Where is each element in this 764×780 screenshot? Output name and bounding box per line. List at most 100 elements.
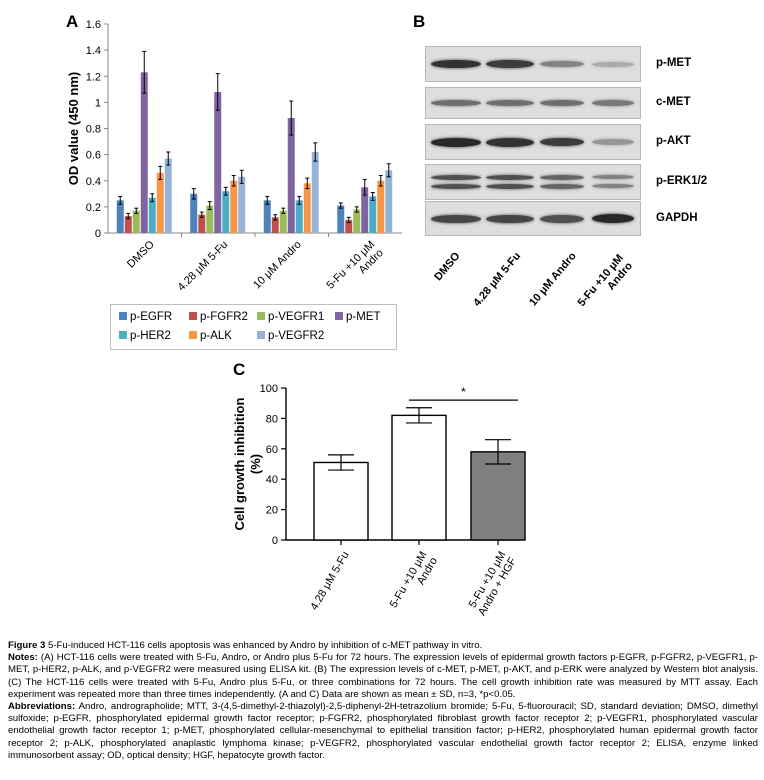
legend-item-p-fgfr2: p-FGFR2 bbox=[189, 310, 248, 324]
y-tick-label: 60 bbox=[266, 444, 278, 456]
bar-p-met bbox=[361, 187, 369, 233]
bar-p-met bbox=[140, 72, 148, 233]
legend-swatch bbox=[119, 312, 127, 320]
bar-p-vegfr2 bbox=[238, 176, 246, 233]
figure-caption: Figure 3 5-Fu-induced HCT-116 cells apop… bbox=[8, 640, 758, 762]
legend-swatch bbox=[119, 331, 127, 339]
bar-p-fgfr2 bbox=[124, 216, 132, 233]
legend-item-p-her2: p-HER2 bbox=[119, 329, 171, 343]
significance-asterisk: * bbox=[461, 385, 466, 399]
blot-band bbox=[431, 60, 481, 68]
y-tick-label: 0 bbox=[272, 535, 278, 547]
blot-band bbox=[592, 100, 634, 106]
y-tick-label: 0.8 bbox=[86, 124, 101, 136]
blot-band bbox=[431, 183, 481, 189]
blot-lane-label-line: 4.28 μM 5-Fu bbox=[471, 250, 524, 309]
blot-band bbox=[540, 100, 584, 106]
bar-p-her2 bbox=[148, 197, 156, 233]
blot-lane-label-line: 10 μM Andro bbox=[526, 250, 579, 309]
panel-c-letter: C bbox=[233, 360, 246, 379]
bar-p-egfr bbox=[116, 200, 124, 233]
panel-a-legend: p-EGFR p-FGFR2 p-VEGFR1 p-MET p-HER2 p-ALK p-V… bbox=[110, 304, 397, 350]
bar bbox=[313, 461, 369, 541]
blot-row-label: c-MET bbox=[656, 96, 691, 108]
legend-swatch bbox=[189, 331, 197, 339]
blot-row-label: p-AKT bbox=[656, 135, 691, 147]
y-tick-label: 80 bbox=[266, 413, 278, 425]
y-tick-label: 1.6 bbox=[86, 19, 101, 31]
legend-item-p-egfr: p-EGFR bbox=[119, 310, 172, 324]
abbreviations-label: Abbreviations: bbox=[8, 701, 76, 713]
blot-band bbox=[431, 100, 481, 106]
blot-lane-label: 10 μM Andro bbox=[527, 250, 579, 308]
x-category-label: 4.28 μM 5-Fu bbox=[308, 550, 351, 613]
bar-p-egfr bbox=[263, 200, 271, 233]
x-category-label: 10 μM Andro bbox=[251, 239, 304, 292]
blot-band bbox=[486, 60, 534, 68]
y-tick-label: 1.2 bbox=[86, 71, 101, 83]
bar-p-vegfr2 bbox=[385, 170, 393, 233]
legend-item-p-vegfr1: p-VEGFR1 bbox=[257, 310, 324, 324]
caption-notes-paragraph: Notes: (A) HCT-116 cells were treated wi… bbox=[8, 652, 758, 701]
figure-label: Figure 3 bbox=[8, 640, 46, 651]
blot-band bbox=[486, 137, 534, 147]
blot-row-label: p-ERK1/2 bbox=[656, 175, 708, 187]
blot-lane-label: 5-Fu +10 μM Andro bbox=[576, 252, 635, 316]
bar-p-vegfr2 bbox=[164, 158, 172, 233]
bar-p-vegfr1 bbox=[279, 210, 287, 233]
blot-lane-label: DMSO bbox=[432, 250, 462, 283]
y-tick-label: 0.4 bbox=[86, 176, 101, 188]
bar-p-vegfr2 bbox=[311, 152, 319, 233]
notes-text: (A) HCT-116 cells were treated with 5-Fu… bbox=[8, 652, 758, 700]
bar-p-vegfr1 bbox=[353, 209, 361, 233]
blot-band bbox=[592, 61, 634, 67]
bar-p-her2 bbox=[295, 200, 303, 233]
blot-band bbox=[540, 174, 584, 180]
y-tick-label: 40 bbox=[266, 474, 278, 486]
notes-label: Notes: bbox=[8, 652, 38, 664]
blot-lane-label-line: DMSO bbox=[432, 250, 463, 284]
x-category-label: DMSO bbox=[125, 238, 157, 270]
legend-item-p-alk: p-ALK bbox=[189, 329, 232, 343]
y-tick-label: 0.2 bbox=[86, 202, 101, 214]
blot-lane-label: 4.28 μM 5-Fu bbox=[472, 250, 524, 309]
x-category-label: 5-Fu +10 μMAndro bbox=[388, 550, 440, 616]
x-category-label: 5-Fu +10 μMAndro bbox=[324, 239, 385, 300]
bar-p-alk bbox=[377, 180, 385, 233]
y-tick-label: 1 bbox=[95, 97, 101, 109]
blot-band bbox=[540, 61, 584, 67]
bar-p-vegfr1 bbox=[132, 210, 140, 233]
legend-label: p-FGFR2 bbox=[200, 311, 248, 323]
bar-p-met bbox=[214, 91, 222, 233]
bar-p-vegfr1 bbox=[206, 205, 214, 233]
blot-band bbox=[592, 139, 634, 145]
legend-label: p-EGFR bbox=[130, 311, 173, 323]
y-axis-label: OD value (450 nm) bbox=[66, 72, 81, 185]
blot-band bbox=[486, 174, 534, 180]
blot-band bbox=[431, 214, 481, 223]
blot-row-label: GAPDH bbox=[656, 211, 698, 224]
blot-row-label: p-MET bbox=[656, 57, 692, 69]
bar bbox=[470, 451, 526, 541]
bar-p-fgfr2 bbox=[198, 214, 206, 233]
legend-label: p-MET bbox=[346, 311, 381, 323]
blot-band bbox=[592, 184, 634, 188]
bar-p-alk bbox=[156, 172, 164, 233]
bar-p-fgfr2 bbox=[271, 217, 279, 233]
bar-p-alk bbox=[230, 180, 238, 233]
bar-p-egfr bbox=[190, 193, 198, 233]
legend-swatch bbox=[257, 331, 265, 339]
y-tick-label: 100 bbox=[260, 383, 278, 395]
blot-band bbox=[486, 214, 534, 223]
y-tick-label: 1.4 bbox=[86, 45, 101, 57]
bar-p-her2 bbox=[222, 191, 230, 233]
blot-band bbox=[540, 214, 584, 223]
caption-abbreviations-paragraph: Abbreviations: Andro, andrographolide; M… bbox=[8, 701, 758, 762]
y-tick-label: 20 bbox=[266, 505, 278, 517]
blot-band bbox=[486, 183, 534, 189]
y-axis-label: Cell growth inhibition(%) bbox=[232, 398, 263, 531]
panel-a-letter: A bbox=[66, 12, 79, 31]
blot-band bbox=[540, 138, 584, 146]
blot-band bbox=[431, 174, 481, 180]
legend-label: p-ALK bbox=[200, 330, 232, 342]
